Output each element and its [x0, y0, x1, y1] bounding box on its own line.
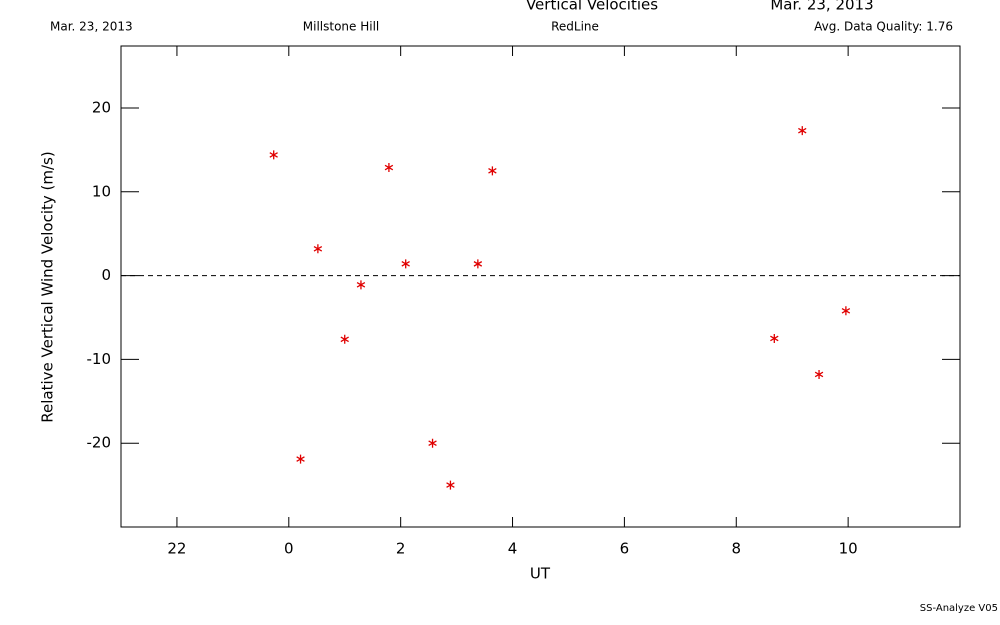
x-axis-label: UT	[530, 565, 551, 583]
point	[488, 166, 497, 176]
point	[770, 333, 779, 343]
point	[473, 259, 483, 269]
plot-frame	[120, 45, 961, 528]
chart-title: Vertical Velocities	[526, 0, 658, 14]
date: Mar. 23, 2013	[50, 20, 133, 34]
point	[814, 369, 824, 379]
quality: Avg. Data Quality: 1.76	[814, 20, 953, 34]
x-tick-label: 10	[839, 540, 858, 558]
y-tick-label: -10	[87, 350, 112, 368]
x-tick-label: 22	[167, 540, 186, 558]
header-date: Mar. 23, 2013	[770, 0, 873, 14]
point	[384, 163, 394, 173]
emission: RedLine	[551, 20, 599, 34]
point	[428, 438, 437, 448]
x-tick-label: 6	[620, 540, 630, 558]
x-tick-label: 4	[508, 540, 518, 558]
point	[313, 244, 323, 254]
y-tick-label: 10	[92, 182, 111, 200]
y-tick-label: 20	[92, 99, 111, 117]
x-tick-label: 0	[284, 540, 294, 558]
x-tick-label: 2	[396, 540, 406, 558]
point	[401, 259, 410, 269]
point	[269, 150, 278, 160]
point	[446, 480, 455, 490]
y-axis-label: Relative Vertical Wind Velocity (m/s)	[39, 151, 57, 422]
y-tick-label: -20	[87, 434, 112, 452]
point	[356, 280, 366, 290]
point	[340, 334, 349, 344]
point	[798, 126, 807, 136]
site: Millstone Hill	[303, 20, 379, 34]
y-tick-label: 0	[101, 266, 111, 284]
point	[296, 454, 305, 464]
point	[841, 306, 851, 316]
footer: SS-Analyze V05	[920, 603, 998, 614]
x-tick-label: 8	[731, 540, 741, 558]
